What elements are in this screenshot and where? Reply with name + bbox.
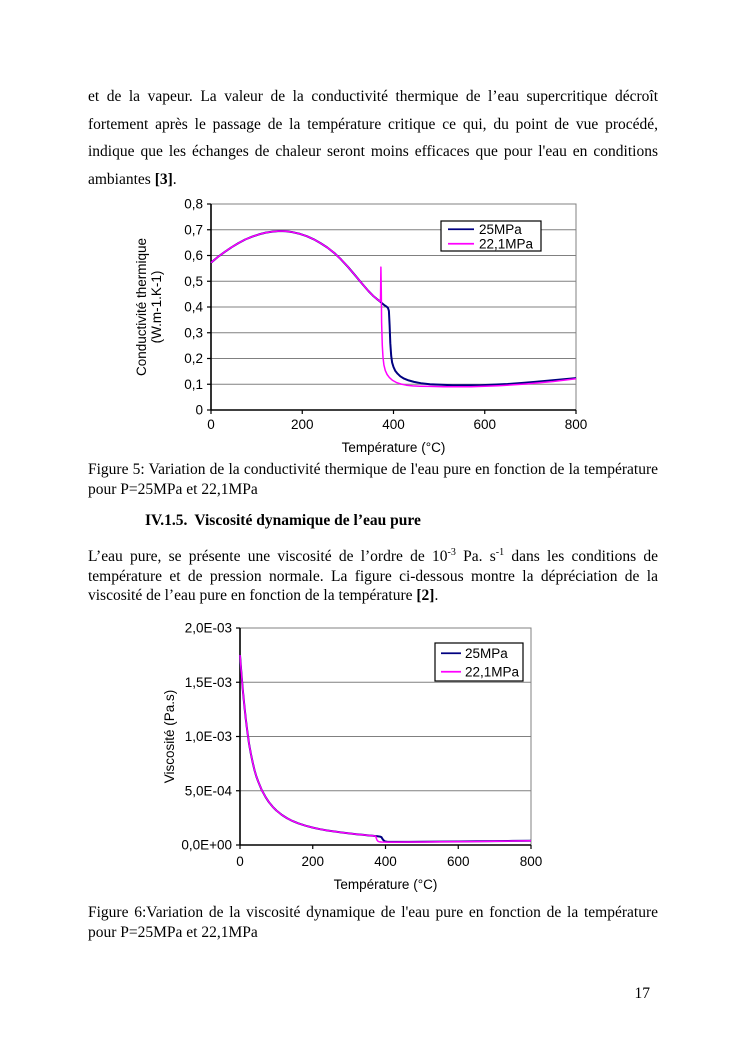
page-number: 17 [634, 985, 651, 1002]
y-axis-title: (W.m-1.K-1) [149, 271, 164, 344]
x-tick-label: 600 [447, 854, 470, 869]
x-tick-label: 200 [291, 417, 314, 432]
legend: 25MPa 22,1MPa [434, 642, 524, 682]
y-tick-label: 1,5E-03 [185, 675, 232, 690]
legend-box [434, 642, 524, 682]
y-tick-label: 0,1 [184, 377, 203, 392]
y-tick-label: 2,0E-03 [185, 621, 232, 636]
figure5-conductivity-chart: 0 0,1 0,2 0,3 0,4 0,5 0,6 0,7 0,8 0 200 400 600 800 Te… [134, 197, 588, 456]
series-22,1MPa [210, 230, 577, 388]
heading-title: Viscosité dynamique de l’eau pure [194, 512, 421, 529]
x-tick-label: 0 [207, 417, 215, 432]
paragraph-period: . [434, 587, 439, 604]
legend-box [440, 220, 542, 252]
figure5-caption: Figure 5: Variation de la conductivité t… [88, 461, 658, 498]
figure-5: 0 0,1 0,2 0,3 0,4 0,5 0,6 0,7 0,8 0 200 400 600 800 Te… [130, 190, 590, 462]
paragraph-period: . [172, 170, 177, 188]
heading-number: IV.1.5. [145, 512, 188, 529]
x-tick-label: 400 [374, 854, 397, 869]
paragraph-text: L’eau pure, se présente une viscosité de… [88, 548, 448, 565]
y-axis-title: Viscosité (Pa.s) [162, 690, 177, 784]
x-axis-title: Température (°C) [334, 877, 438, 892]
y-tick-label: 0,6 [184, 248, 203, 263]
x-axis-title: Température (°C) [342, 440, 446, 455]
series-22,1MPa [239, 655, 532, 843]
x-tick-label: 400 [382, 417, 405, 432]
figure6-caption: Figure 6:Variation de la viscosité dynam… [88, 904, 658, 941]
superscript-exponent: -3 [447, 546, 456, 558]
y-tick-label: 5,0E-04 [185, 783, 233, 798]
x-tick-label: 800 [520, 854, 543, 869]
paragraph-viscosity: L’eau pure, se présente une viscosité de… [88, 547, 658, 606]
legend-label-25MPa: 25MPa [479, 222, 522, 237]
legend-label-22,1MPa: 22,1MPa [479, 236, 534, 251]
superscript-exponent: -1 [495, 546, 505, 558]
x-tick-label: 600 [473, 417, 496, 432]
y-tick-label: 0,4 [184, 300, 203, 315]
paragraph-conductivity: et de la vapeur. La valeur de la conduct… [88, 83, 658, 193]
paragraph-text: Pa. s [455, 548, 496, 565]
y-tick-label: 0 [195, 403, 203, 418]
legend-label-22,1MPa: 22,1MPa [465, 664, 520, 679]
paragraph-text: dans les conditions de température et de… [88, 548, 658, 604]
legend-label-25MPa: 25MPa [465, 646, 508, 661]
y-tick-label: 0,8 [184, 197, 203, 212]
x-tick-label: 0 [236, 854, 244, 869]
y-tick-label: 0,2 [184, 351, 203, 366]
y-axis-title: Conductivité thermique [134, 238, 149, 376]
y-tick-label: 0,0E+00 [181, 838, 232, 853]
figure-6: 0,0E+00 5,0E-04 1,0E-03 1,5E-03 2,0E-03 0 200 4… [150, 613, 590, 901]
paragraph-text: et de la vapeur. La valeur de la conduct… [88, 88, 658, 188]
y-tick-label: 0,7 [184, 222, 203, 237]
section-heading: IV.1.5. Viscosité dynamique de l’eau pure [145, 512, 421, 530]
y-tick-label: 1,0E-03 [185, 729, 232, 744]
citation-2: [2] [416, 587, 435, 604]
citation-3: [3] [154, 170, 173, 188]
figure6-viscosity-chart: 0,0E+00 5,0E-04 1,0E-03 1,5E-03 2,0E-03 0 200 4… [162, 621, 543, 893]
x-tick-label: 800 [565, 417, 588, 432]
y-tick-label: 0,3 [184, 325, 203, 340]
x-tick-label: 200 [301, 854, 324, 869]
y-tick-label: 0,5 [184, 274, 203, 289]
